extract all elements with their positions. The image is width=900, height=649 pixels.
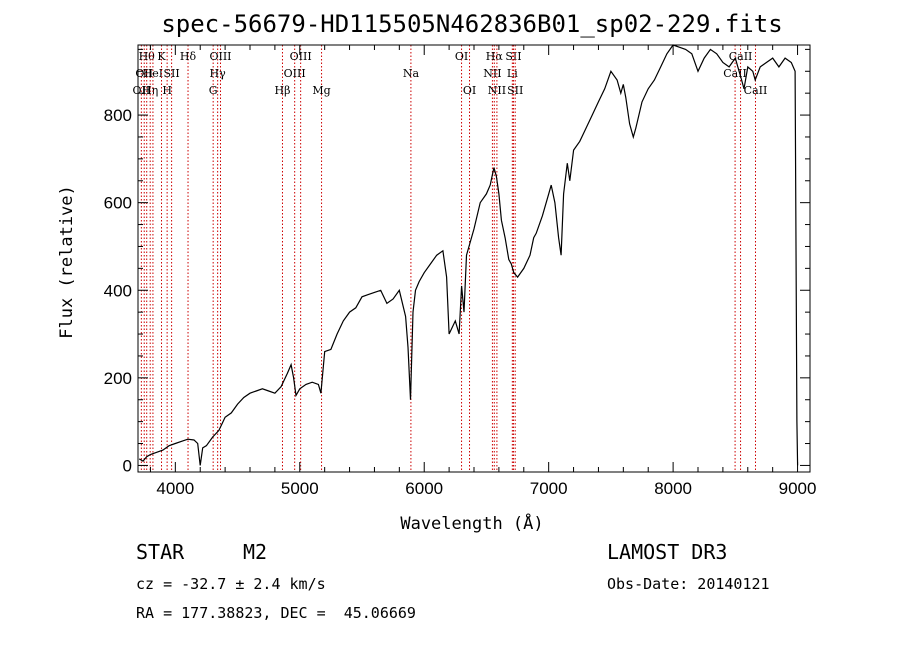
spectral-line-label: CaII <box>729 50 753 63</box>
spectral-line-label: Hθ <box>139 50 156 63</box>
spectral-line-label: OI <box>455 50 468 63</box>
x-tick-label: 8000 <box>654 479 692 498</box>
y-axis-label: Flux (relative) <box>57 185 77 339</box>
spectral-line-label: G <box>209 84 218 97</box>
x-tick-label: 5000 <box>281 479 319 498</box>
spectral-line-label: Mg <box>312 84 330 97</box>
spectral-line-label: H <box>162 84 172 97</box>
x-axis-label: Wavelength (Å) <box>400 512 543 534</box>
spectral-line-label: CaII <box>744 84 768 97</box>
spectral-line-label: Hγ <box>210 67 227 80</box>
chart-title: spec-56679-HD115505N462836B01_sp02-229.f… <box>161 10 782 38</box>
spectral-line-label: Na <box>403 67 420 80</box>
spectral-line-label: Hδ <box>180 50 197 63</box>
spectral-line-label: OIII <box>290 50 312 63</box>
y-tick-label: 200 <box>104 369 132 388</box>
y-tick-label: 600 <box>104 194 132 213</box>
axis-ticks: 4000 5000 6000 7000 8000 9000 0 200 400 600 800 <box>104 45 817 498</box>
spectral-line-label: Hα <box>486 50 504 63</box>
spectral-line-markers: OIIOIIHθHηHeIKHSIIHδGHγOIIIHβOIIIOIIIMgN… <box>133 45 768 472</box>
spectral-line-label: NII <box>483 67 501 80</box>
spectral-line-label: CaII <box>723 67 747 80</box>
object-class: STAR <box>136 540 185 564</box>
spectral-line-label: OIII <box>284 67 306 80</box>
spectral-line-label: NII <box>488 84 506 97</box>
y-tick-label: 0 <box>123 456 132 475</box>
spectral-line-label: OIII <box>209 50 231 63</box>
flux-series-line <box>138 44 799 466</box>
spectral-line-label: SII <box>507 84 523 97</box>
x-tick-label: 7000 <box>530 479 568 498</box>
spectral-line-label: Hη <box>142 84 158 97</box>
spectral-line-label: HeI <box>143 67 163 80</box>
y-tick-label: 400 <box>104 281 132 300</box>
object-subclass: M2 <box>243 540 268 564</box>
spectral-line-label: OI <box>463 84 476 97</box>
x-tick-label: 4000 <box>156 479 194 498</box>
spectral-line-label: SII <box>163 67 179 80</box>
spectral-line-label: OII <box>135 67 153 80</box>
spectral-line-label: Hβ <box>275 84 291 97</box>
spectral-line-label: SII <box>505 50 521 63</box>
x-tick-label: 6000 <box>405 479 443 498</box>
plot-frame <box>137 44 811 473</box>
survey-name: LAMOST DR3 <box>607 540 728 564</box>
x-tick-label: 9000 <box>779 479 817 498</box>
observation-date: Obs-Date: 20140121 <box>607 575 770 593</box>
spectral-line-label: OII <box>133 84 151 97</box>
spectral-line-label: K <box>157 50 166 63</box>
redshift-info: cz = -32.7 ± 2.4 km/s <box>136 575 326 593</box>
y-tick-label: 800 <box>104 106 132 125</box>
spectral-line-label: Li <box>507 67 518 80</box>
coordinates: RA = 177.38823, DEC = 45.06669 <box>136 604 416 622</box>
